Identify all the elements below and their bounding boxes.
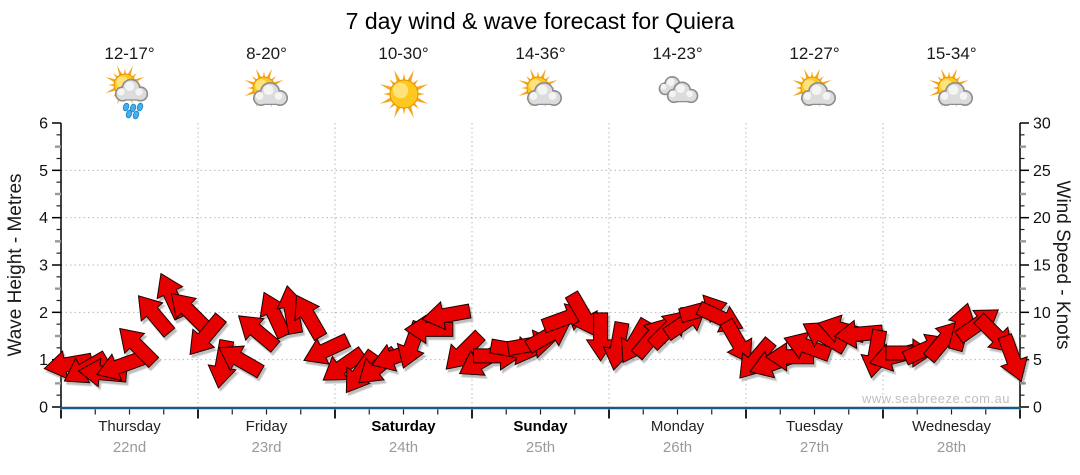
right-axis-tick-label: 10: [1033, 305, 1051, 322]
temp-range: 8-20°: [246, 44, 287, 63]
day-label-friday: Friday 23rd: [245, 418, 288, 456]
wind-arrow: [237, 315, 281, 353]
day-label-sunday: Sunday 25th: [513, 418, 568, 456]
left-axis-tick-label: 3: [39, 258, 48, 275]
left-axis-tick-label: 2: [39, 305, 48, 322]
day-head-saturday: 10-30°: [335, 44, 472, 122]
wind-arrow: [119, 327, 160, 369]
wind-arrow-series: [43, 272, 1028, 394]
day-head-friday: 8-20°: [198, 44, 335, 122]
temp-range: 15-34°: [926, 44, 977, 63]
weather-sun-cloud-icon: [746, 66, 883, 122]
wind-arrow: [43, 350, 94, 380]
weather-cloud-icon: [609, 66, 746, 122]
page-title: 7 day wind & wave forecast for Quiera: [345, 8, 735, 34]
right-axis-tick-label: 15: [1033, 258, 1051, 275]
wind-arrow: [218, 345, 265, 379]
left-axis-tick-label: 5: [39, 163, 48, 180]
right-axis-tick-label: 25: [1033, 163, 1051, 180]
day-head-sunday: 14-36°: [472, 44, 609, 122]
temp-range: 14-23°: [652, 44, 703, 63]
day-head-tuesday: 12-27°: [746, 44, 883, 122]
temp-range: 12-17°: [104, 44, 155, 63]
left-axis-tick-label: 4: [39, 210, 48, 227]
right-axis-tick-label: 0: [1033, 400, 1042, 417]
wind-arrow: [294, 294, 328, 342]
wind-arrow: [997, 333, 1028, 383]
day-label-wednesday: Wednesday 28th: [912, 418, 991, 456]
wind-arrow: [564, 290, 598, 337]
left-axis-tick-label: 1: [39, 352, 48, 369]
day-head-monday: 14-23°: [609, 44, 746, 122]
left-axis-tick-label: 6: [39, 116, 48, 133]
wind-arrow: [833, 319, 884, 350]
right-axis-tick-label: 20: [1033, 210, 1051, 227]
weather-sun-cloud-rain-icon: [61, 66, 198, 122]
wind-arrow: [189, 312, 227, 356]
wind-arrow: [421, 300, 472, 331]
day-head-thursday: 12-17°: [61, 44, 198, 122]
right-axis-tick-label: 30: [1033, 116, 1051, 133]
wind-arrow: [303, 333, 352, 365]
wind-arrow: [170, 292, 211, 334]
watermark-text: www.seabreeze.com.au: [861, 391, 1010, 406]
day-label-tuesday: Tuesday 27th: [786, 418, 843, 456]
right-axis: 0 5 10 15 20 25 30: [1019, 116, 1051, 417]
temp-range: 14-36°: [515, 44, 566, 63]
bottom-axis: [60, 406, 1021, 419]
temp-range: 10-30°: [378, 44, 429, 63]
left-axis-tick-label: 0: [39, 400, 48, 417]
wind-arrow: [137, 295, 176, 338]
weather-sun-cloud-icon: [472, 66, 609, 122]
wind-arrow: [322, 346, 368, 381]
right-axis-tick-label: 5: [1033, 352, 1042, 369]
temp-range: 12-27°: [789, 44, 840, 63]
day-head-wednesday: 15-34°: [883, 44, 1020, 122]
day-label-saturday: Saturday 24th: [371, 418, 436, 456]
day-label-thursday: Thursday 22nd: [98, 418, 161, 456]
weather-sun-cloud-icon: [198, 66, 335, 122]
day-label-monday: Monday 26th: [650, 418, 705, 456]
weather-sun-icon: [335, 66, 472, 122]
weather-sun-cloud-icon: [883, 66, 1020, 122]
wind-arrow: [719, 317, 753, 365]
